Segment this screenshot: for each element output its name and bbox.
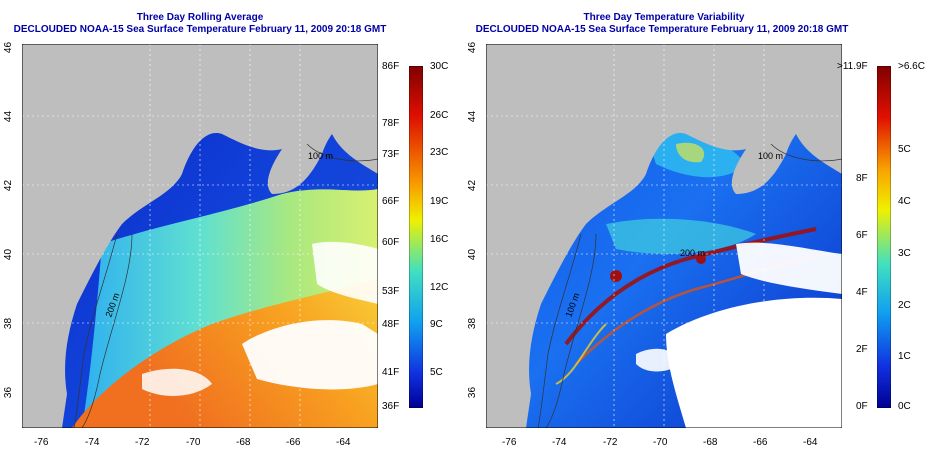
left-lon-3: -72 bbox=[135, 437, 150, 448]
right-cbar-f-6: 0F bbox=[856, 401, 868, 412]
left-lat-1: 46 bbox=[3, 41, 15, 54]
right-land-us bbox=[486, 44, 842, 428]
right-cbar-f-2: 8F bbox=[856, 173, 868, 184]
left-cbar-f-8: 41F bbox=[382, 367, 400, 378]
right-contour-ns bbox=[770, 143, 842, 162]
left-cbar-c-3: 23C bbox=[430, 147, 449, 158]
right-lon-7: -64 bbox=[803, 437, 818, 448]
left-sst-map bbox=[22, 44, 378, 428]
right-lat-2: 44 bbox=[467, 110, 479, 123]
left-cbar-c-8: 5C bbox=[430, 367, 443, 378]
left-contour-ns bbox=[306, 143, 378, 162]
right-cbar-f-1: >11.9F bbox=[837, 61, 868, 72]
right-cbar-f-5: 2F bbox=[856, 344, 868, 355]
right-cbar-c-5: 2C bbox=[898, 300, 911, 311]
left-cbar-f-9: 36F bbox=[382, 401, 400, 412]
left-lon-2: -74 bbox=[85, 437, 100, 448]
right-title-line2: DECLOUDED NOAA-15 Sea Surface Temperatur… bbox=[475, 24, 849, 35]
right-cloud-patch-3 bbox=[636, 348, 681, 372]
left-contour-200m bbox=[81, 233, 133, 428]
left-grid bbox=[22, 44, 378, 428]
right-cbar-f-4: 4F bbox=[856, 287, 868, 298]
right-cbar-f-3: 6F bbox=[856, 230, 868, 241]
right-cloud-patch-2 bbox=[736, 242, 842, 294]
left-cbar-c-2: 26C bbox=[430, 110, 449, 121]
right-contour-label-b: 200 m bbox=[680, 248, 706, 258]
right-cbar-c-6: 1C bbox=[898, 351, 911, 362]
left-lon-6: -66 bbox=[286, 437, 301, 448]
left-cbar-c-6: 12C bbox=[430, 282, 449, 293]
right-contour-100m bbox=[537, 233, 582, 428]
right-grid bbox=[486, 44, 842, 428]
right-lon-5: -68 bbox=[703, 437, 718, 448]
right-colorbar bbox=[877, 66, 891, 408]
left-contour-label: 100 m bbox=[308, 151, 334, 161]
right-lon-2: -74 bbox=[552, 437, 567, 448]
left-lon-4: -70 bbox=[186, 437, 201, 448]
left-cbar-c-7: 9C bbox=[430, 319, 443, 330]
left-cbar-f-5: 60F bbox=[382, 237, 400, 248]
left-cloud-patch-2 bbox=[312, 241, 378, 304]
right-cbar-c-3: 4C bbox=[898, 196, 911, 207]
left-title-line1: Three Day Rolling Average bbox=[136, 12, 264, 23]
left-title-line2: DECLOUDED NOAA-15 Sea Surface Temperatur… bbox=[13, 24, 387, 35]
left-lon-7: -64 bbox=[336, 437, 351, 448]
left-lat-6: 36 bbox=[3, 386, 15, 399]
right-lon-6: -66 bbox=[753, 437, 768, 448]
left-cbar-c-4: 19C bbox=[430, 196, 449, 207]
left-land-us bbox=[22, 44, 378, 428]
right-lon-1: -76 bbox=[502, 437, 517, 448]
right-variability-map bbox=[486, 44, 842, 428]
left-lat-2: 44 bbox=[3, 110, 15, 123]
left-contour-100m bbox=[73, 233, 118, 428]
right-land-ns bbox=[773, 44, 842, 174]
left-lat-4: 40 bbox=[3, 248, 15, 261]
left-lon-5: -68 bbox=[236, 437, 251, 448]
left-lon-1: -76 bbox=[34, 437, 49, 448]
left-cbar-f-3: 73F bbox=[382, 149, 400, 160]
right-lat-5: 38 bbox=[467, 317, 479, 330]
left-cbar-f-1: 86F bbox=[382, 61, 400, 72]
left-cloud-patch-3 bbox=[142, 368, 212, 396]
right-contour-200m bbox=[545, 233, 597, 428]
left-cloud-patch-1 bbox=[242, 320, 378, 390]
left-colorbar bbox=[409, 66, 423, 408]
right-lat-1: 46 bbox=[467, 41, 479, 54]
right-cbar-c-2: 5C bbox=[898, 144, 911, 155]
right-lat-3: 42 bbox=[467, 179, 479, 192]
left-cbar-c-1: 30C bbox=[430, 61, 449, 72]
left-lat-3: 42 bbox=[3, 179, 15, 192]
right-lon-3: -72 bbox=[603, 437, 618, 448]
right-cbar-c-7: 0C bbox=[898, 401, 911, 412]
left-land-ns bbox=[309, 44, 378, 174]
right-cbar-c-1: >6.6C bbox=[898, 61, 925, 72]
left-cbar-c-5: 16C bbox=[430, 234, 449, 245]
right-cloud-patch-1 bbox=[666, 297, 842, 428]
right-contour-label-a: 100 m bbox=[758, 151, 784, 161]
left-cbar-f-7: 48F bbox=[382, 319, 400, 330]
left-cbar-f-2: 78F bbox=[382, 118, 400, 129]
right-cbar-c-4: 3C bbox=[898, 248, 911, 259]
left-cbar-f-6: 53F bbox=[382, 286, 400, 297]
left-lat-5: 38 bbox=[3, 317, 15, 330]
right-title-line1: Three Day Temperature Variability bbox=[583, 12, 745, 23]
right-lat-4: 40 bbox=[467, 248, 479, 261]
right-lon-4: -70 bbox=[653, 437, 668, 448]
right-lat-6: 36 bbox=[467, 386, 479, 399]
left-cbar-f-4: 66F bbox=[382, 196, 400, 207]
